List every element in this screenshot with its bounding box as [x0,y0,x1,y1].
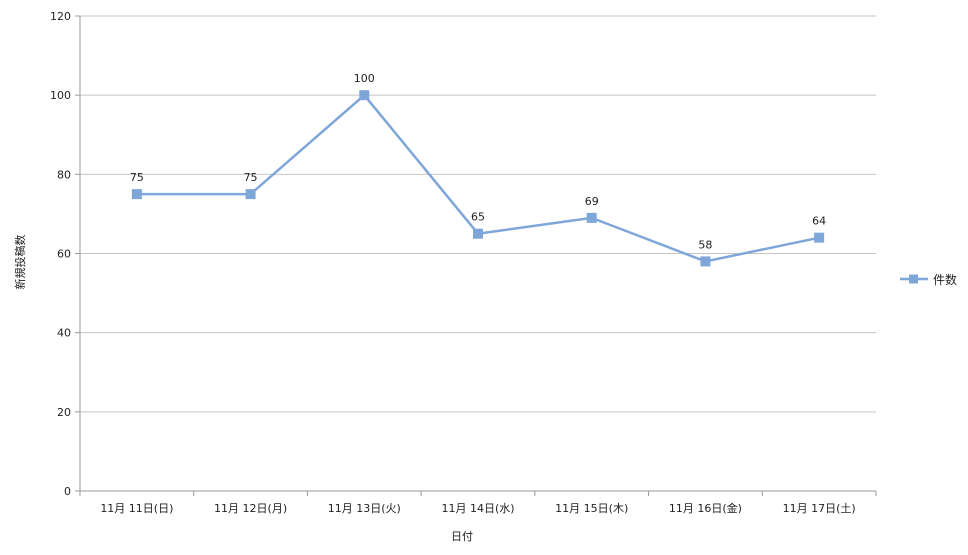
x-tick-label: 11月 14日(水) [441,502,514,515]
axes [75,15,877,496]
data-labels: 75 75 100 65 69 58 64 [130,72,826,251]
data-label: 75 [130,171,144,184]
data-point [700,256,711,267]
data-point [473,228,483,239]
data-label: 75 [244,171,258,184]
data-point [359,90,370,101]
data-label: 65 [471,211,485,224]
data-point [131,189,142,200]
data-label: 69 [585,195,599,208]
y-tick-label: 40 [57,327,71,340]
x-tick-label: 11月 13日(火) [328,502,401,515]
x-tick-label: 11月 17日(土) [783,502,856,515]
data-label: 58 [698,238,712,251]
y-tick-label: 0 [64,485,71,498]
data-point [245,189,256,200]
legend: 件数 [900,272,957,287]
y-tick-label: 100 [50,89,71,102]
y-tick-label: 120 [50,10,71,23]
gridlines [80,15,876,413]
series-layer [131,90,825,267]
x-tick-label: 11月 12日(月) [214,502,287,515]
x-tick-label: 11月 16日(金) [669,501,742,515]
data-point [586,212,597,223]
y-tick-labels: 0 20 40 60 80 100 120 [50,10,71,498]
x-tick-label: 11月 15日(木) [555,502,628,515]
legend-entry-label: 件数 [933,272,957,287]
data-label: 64 [812,215,826,228]
y-axis-title: 新規投稿数 [13,235,27,290]
y-tick-label: 60 [57,248,71,261]
y-tick-label: 20 [57,406,71,419]
legend-marker-swatch [909,274,918,284]
data-point [814,232,825,243]
x-axis-title: 日付 [451,530,473,543]
x-tick-label: 11月 11日(日) [100,502,173,515]
x-tick-labels: 11月 11日(日) 11月 12日(月) 11月 13日(火) 11月 14日(水)… [100,501,855,515]
data-label: 100 [354,72,375,85]
y-tick-label: 80 [57,168,71,181]
